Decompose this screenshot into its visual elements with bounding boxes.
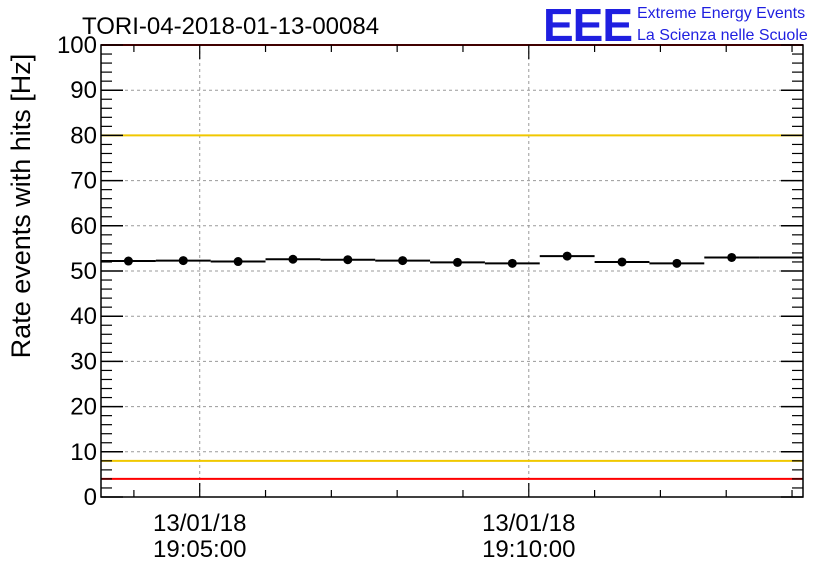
data-point (727, 252, 737, 262)
x-tick-label-date: 13/01/18 (153, 510, 246, 537)
y-tick-label: 0 (84, 484, 97, 511)
data-point (343, 255, 353, 265)
y-tick-label: 90 (70, 77, 97, 104)
y-axis-title: Rate events with hits [Hz] (6, 54, 36, 359)
grid-lines (101, 45, 803, 497)
data-point (123, 256, 133, 266)
x-tick-label-date: 13/01/18 (482, 510, 575, 537)
data-point (672, 258, 682, 268)
y-tick-label: 20 (70, 394, 97, 421)
data-point (288, 254, 298, 264)
y-tick-label: 100 (57, 32, 97, 59)
data-point (562, 251, 572, 261)
data-points (101, 251, 803, 268)
data-point (507, 258, 517, 268)
y-tick-labels: 0 10 20 30 40 50 60 70 80 90 100 (57, 32, 97, 511)
data-point (617, 257, 627, 267)
y-tick-label: 60 (70, 213, 97, 240)
logo-line-1: Extreme Energy Events (637, 5, 805, 22)
y-tick-label: 10 (70, 439, 97, 466)
chart-title: TORI-04-2018-01-13-00084 (82, 13, 379, 40)
y-tick-label: 40 (70, 303, 97, 330)
y-tick-label: 80 (70, 122, 97, 149)
data-point (178, 256, 188, 266)
x-tick-label-time: 19:10:00 (482, 536, 575, 563)
y-tick-label: 30 (70, 348, 97, 375)
data-point (233, 257, 243, 267)
eee-logo: EEE Extreme Energy Events La Scienza nel… (543, 0, 808, 51)
logo-letters: EEE (543, 0, 632, 51)
logo-line-2: La Scienza nelle Scuole (637, 27, 808, 44)
data-point (452, 257, 462, 267)
y-tick-label: 70 (70, 168, 97, 195)
plot-frame (100, 44, 804, 498)
y-tick-label: 50 (70, 258, 97, 285)
x-tick-label-time: 19:05:00 (153, 536, 246, 563)
data-point (398, 256, 408, 266)
